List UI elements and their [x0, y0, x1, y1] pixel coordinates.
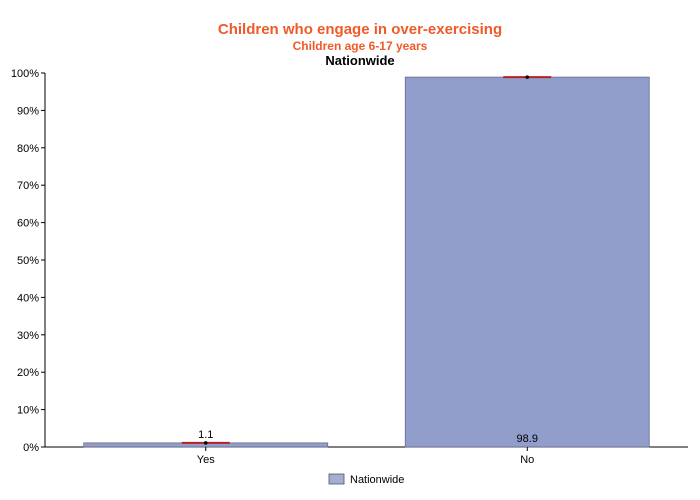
legend-label: Nationwide	[350, 474, 404, 486]
chart-title: Children who engage in over-exercising	[218, 21, 502, 38]
y-tick-label: 0%	[23, 442, 39, 454]
error-bar-point	[203, 441, 208, 445]
y-tick-label: 80%	[17, 143, 39, 155]
y-tick-label: 30%	[17, 330, 39, 342]
y-tick-label: 10%	[17, 405, 39, 417]
legend-swatch	[328, 473, 345, 485]
plot-area: 0% 10% 20% 30% 40% 50% 60% 70% 80% 90% 100% Yes 1.1 N…	[11, 68, 688, 466]
y-tick-label: 60%	[17, 218, 39, 230]
error-bar-point	[525, 75, 530, 79]
x-tick-label: Yes	[197, 454, 215, 466]
bar-no	[404, 76, 650, 448]
y-tick-label: 40%	[17, 292, 39, 304]
y-tick-label: 90%	[17, 105, 39, 117]
data-label: 98.9	[517, 433, 538, 445]
data-label: 1.1	[198, 429, 213, 441]
x-tick-label: No	[520, 454, 534, 466]
y-tick-label: 50%	[17, 255, 39, 267]
chart-subtitle-region: Nationwide	[325, 53, 394, 68]
chart-subtitle: Children age 6-17 years	[293, 39, 428, 53]
y-tick-label: 70%	[17, 180, 39, 192]
y-tick-label: 100%	[11, 68, 39, 80]
y-tick-label: 20%	[17, 367, 39, 379]
legend: Nationwide	[328, 473, 404, 486]
